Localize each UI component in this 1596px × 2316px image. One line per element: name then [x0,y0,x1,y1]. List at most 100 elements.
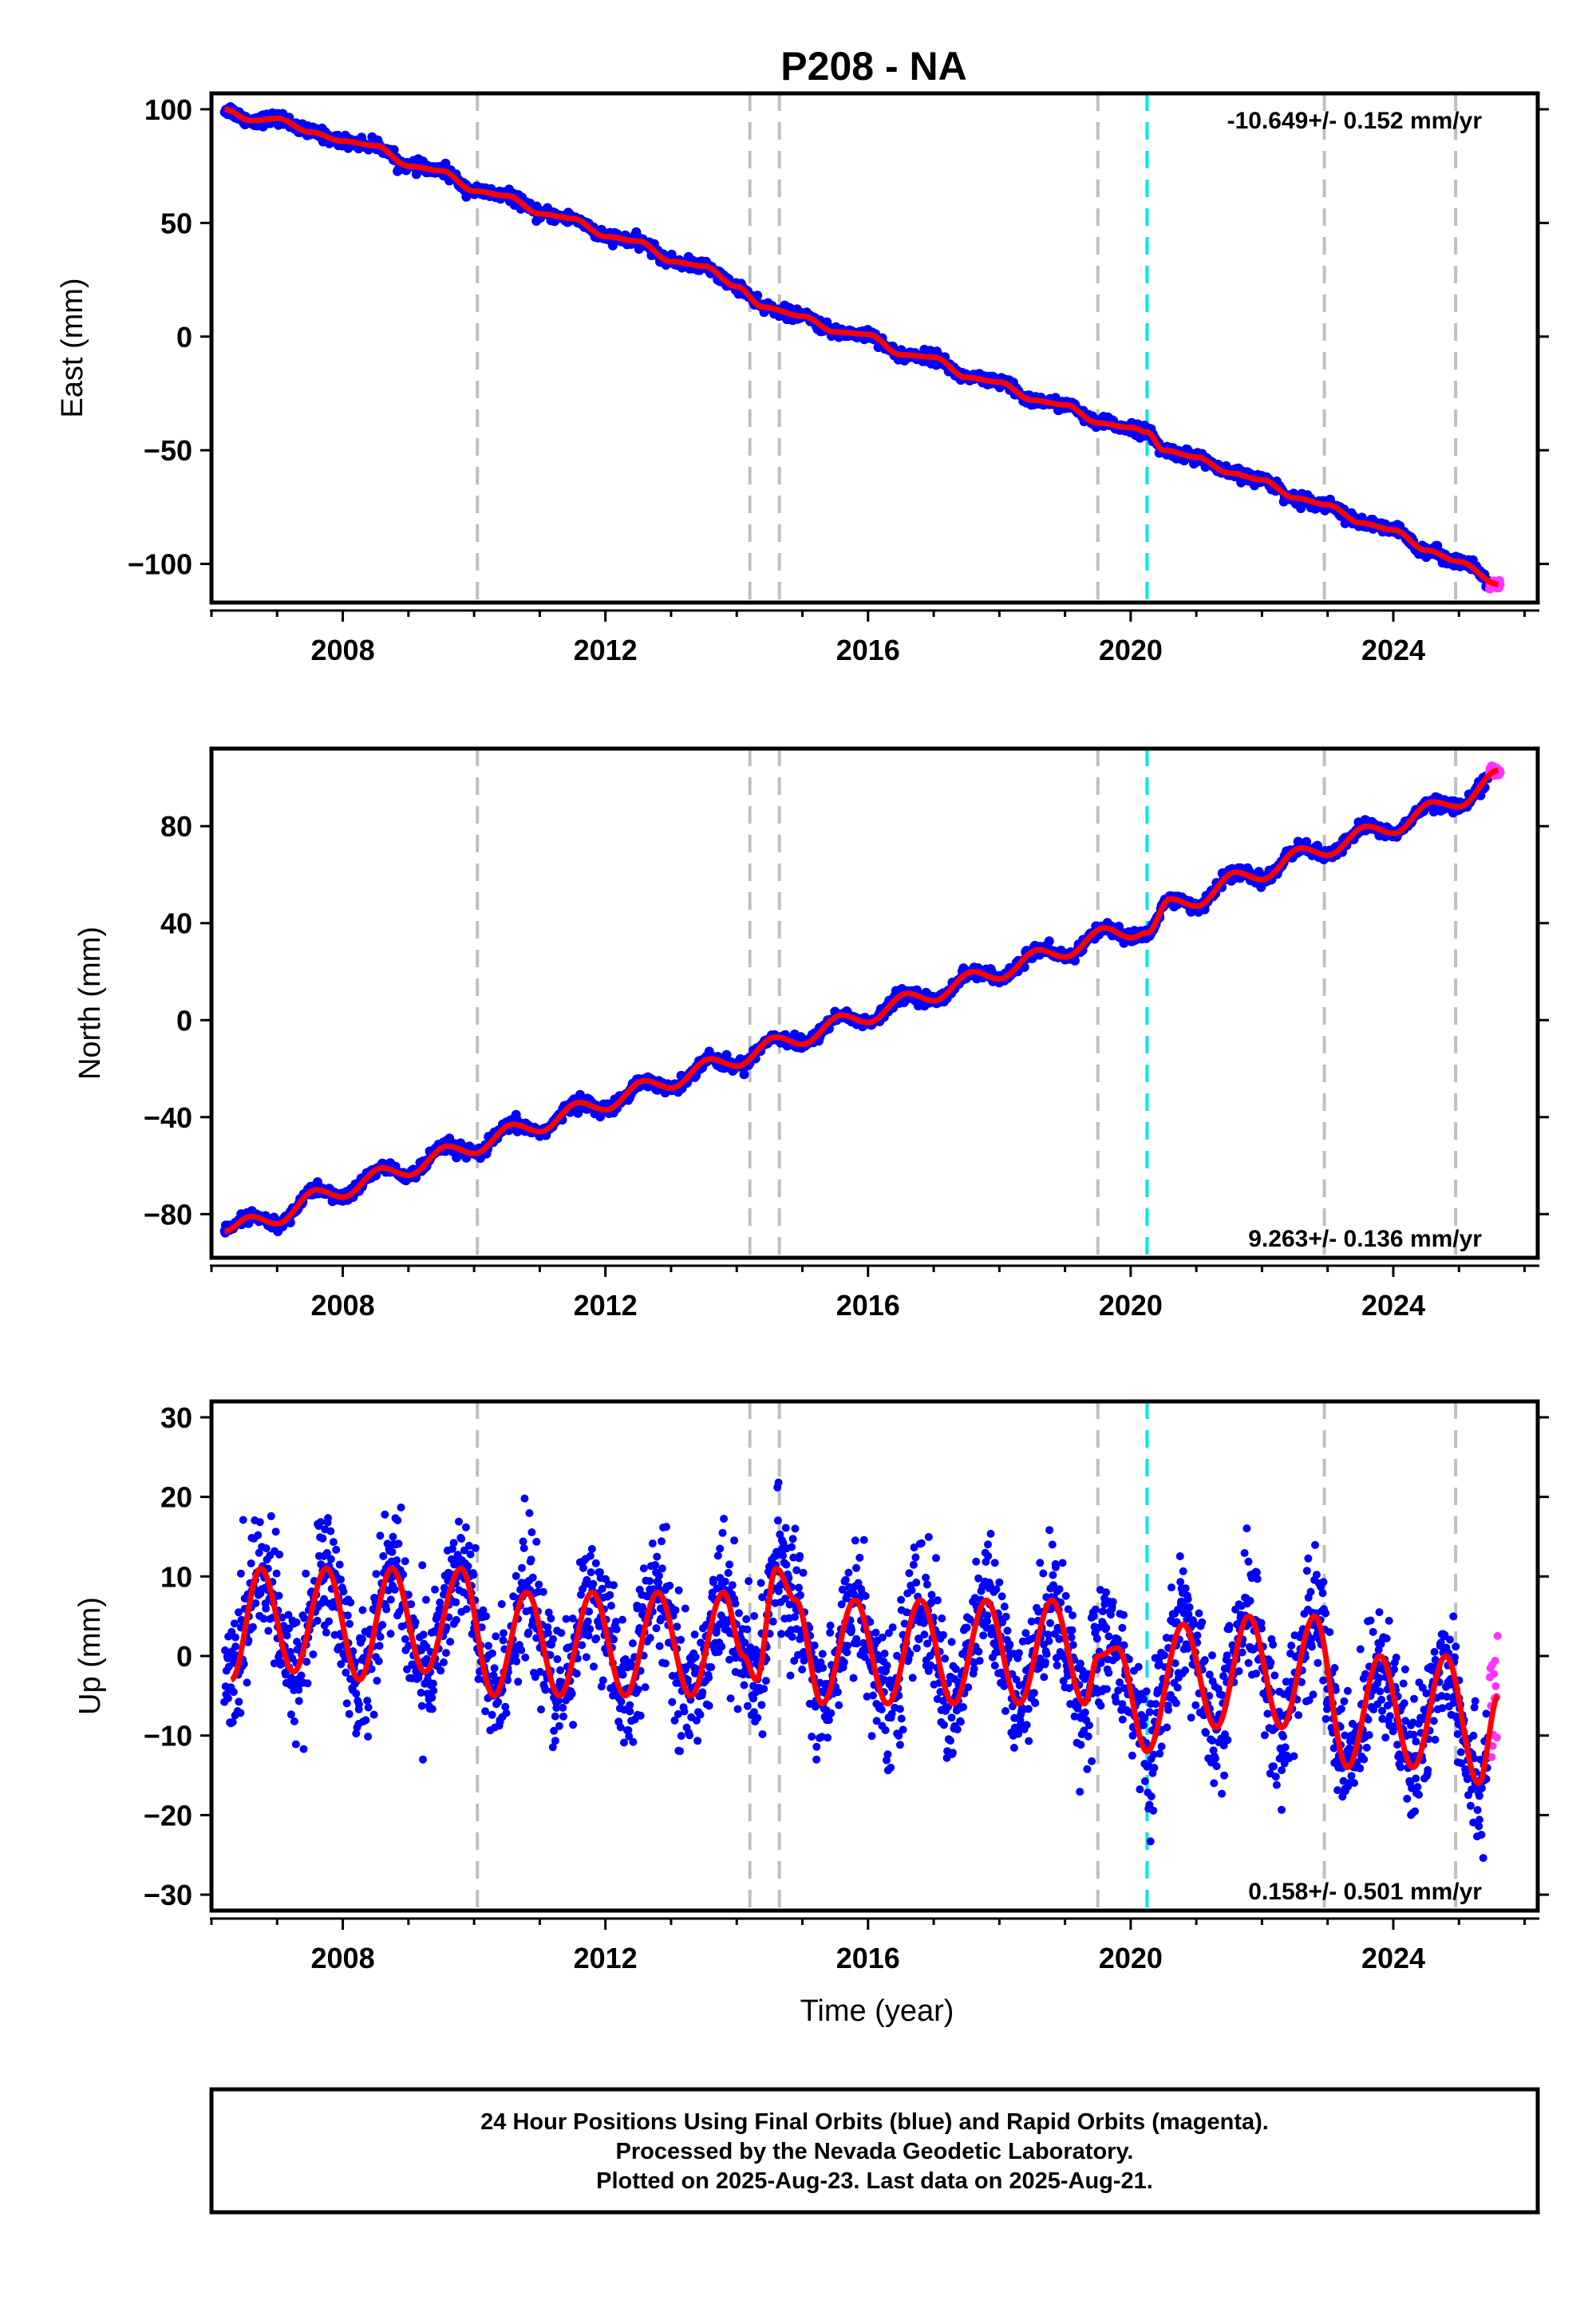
final-orbit-point [796,1591,804,1599]
final-orbit-point [847,1626,855,1634]
final-orbit-point [559,1703,567,1712]
final-orbit-point [419,1755,427,1764]
final-orbit-point [462,1605,471,1614]
final-orbit-point [275,1550,284,1559]
final-orbit-point [324,1514,332,1523]
y-tick-label: −100 [128,548,192,581]
final-orbit-point [386,1630,395,1638]
final-orbit-point [788,1633,796,1641]
final-orbit-point [721,1577,729,1586]
model-fit-line [223,106,1500,587]
final-orbit-point [569,1721,578,1729]
final-orbit-point [725,1560,733,1569]
final-orbit-point [539,1587,547,1596]
final-orbit-point [791,1524,800,1533]
final-orbit-point [388,1547,397,1556]
final-orbit-point [877,1705,886,1713]
final-orbit-point [753,290,763,301]
final-orbit-point [849,1674,858,1682]
final-orbit-point [309,1650,318,1658]
final-orbit-point [343,1611,352,1620]
final-orbit-point [411,1618,420,1626]
final-orbit-point [446,1638,455,1646]
final-orbit-point [735,1609,743,1618]
final-orbit-point [912,1644,921,1653]
final-orbit-point [325,1617,334,1626]
final-orbit-point [852,1563,860,1572]
final-orbit-point [393,1556,401,1565]
final-orbit-point [782,1560,791,1569]
final-orbit-point [851,1536,859,1545]
x-tick-label: 2016 [836,1289,900,1322]
final-orbit-point [773,1516,782,1525]
final-orbit-point [808,1733,816,1741]
final-orbit-point [818,1650,827,1658]
final-orbit-point [549,1634,557,1643]
final-orbit-point [855,1553,864,1562]
x-tick-label: 2008 [311,1289,375,1322]
final-orbit-point [646,1634,654,1642]
final-orbit-point [740,1681,749,1690]
final-orbit-point [758,1730,767,1738]
final-orbit-point [514,1678,523,1686]
final-orbit-point [339,1587,348,1596]
final-orbit-point [502,1709,511,1717]
final-orbit-point [572,1670,581,1678]
final-orbit-point [518,1563,526,1572]
final-orbit-point [361,1716,370,1725]
final-orbit-point [661,1659,670,1668]
final-orbit-point [440,1658,448,1666]
final-orbit-point [591,1559,600,1567]
final-orbit-point [567,1690,576,1698]
final-orbit-point [525,1509,534,1517]
final-orbit-point [375,1642,384,1650]
final-orbit-point [629,1737,638,1746]
final-orbit-point [827,1709,836,1717]
final-orbit-point [895,1741,904,1749]
final-orbit-point [421,1595,430,1604]
final-orbit-point [378,1621,387,1629]
final-orbit-point [326,1527,335,1535]
final-orbit-point [452,1598,460,1607]
final-orbit-point [352,1690,361,1698]
final-orbit-point [449,1539,458,1547]
final-orbit-point [674,1586,683,1595]
final-orbit-point [899,1725,907,1734]
final-orbit-point [556,1666,564,1674]
final-orbit-point [239,1516,247,1524]
final-orbit-point [705,1674,713,1682]
x-tick-label: 2024 [1361,634,1425,666]
final-orbit-point [512,1657,521,1666]
final-orbit-point [835,1701,843,1709]
final-orbit-point [374,1657,383,1666]
final-orbit-point [681,1604,689,1613]
final-orbit-point [382,1605,391,1614]
final-orbit-point [482,1612,491,1621]
scatter-points [219,102,1505,594]
final-orbit-point [429,1686,438,1695]
final-orbit-point [654,1571,663,1580]
final-orbit-point [606,1591,614,1599]
final-orbit-point [223,1694,232,1702]
final-orbit-point [512,1571,520,1580]
final-orbit-point [742,1614,751,1623]
final-orbit-point [730,1536,739,1545]
final-orbit-point [381,1510,389,1519]
final-orbit-point [376,1633,385,1641]
final-orbit-point [461,1523,470,1531]
final-orbit-point [488,1649,496,1658]
final-orbit-point [826,1628,835,1637]
final-orbit-point [494,1697,503,1706]
final-orbit-point [897,1714,906,1723]
final-orbit-point [586,1625,595,1634]
final-orbit-point [389,1532,397,1541]
final-orbit-point [696,1710,705,1719]
final-orbit-point [299,1745,308,1753]
final-orbit-point [757,1579,765,1587]
scatter-points [220,1478,1502,1863]
final-orbit-point [662,1523,670,1531]
final-orbit-point [881,1726,890,1734]
final-orbit-point [236,1709,245,1717]
y-tick-label: −40 [144,1101,192,1134]
final-orbit-point [641,1683,650,1692]
